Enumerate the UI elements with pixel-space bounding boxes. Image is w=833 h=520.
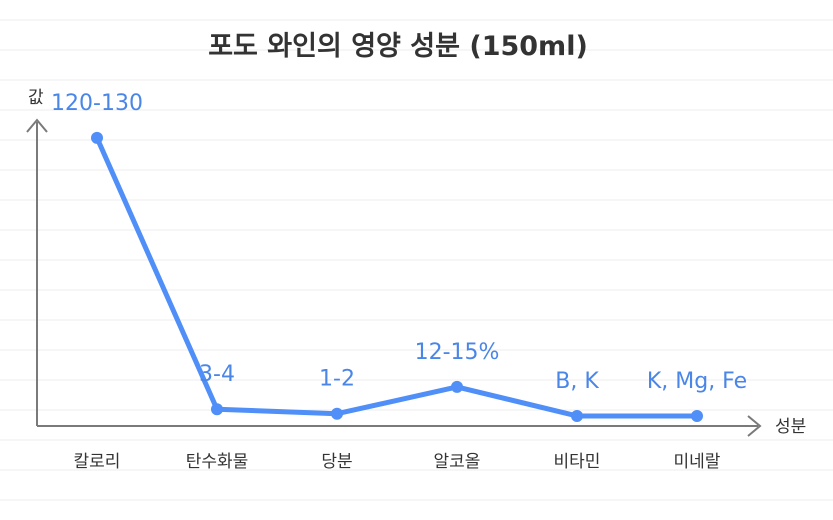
grid-lines: [0, 19, 833, 501]
data-point: [91, 131, 103, 144]
y-axis-label: 값: [28, 88, 44, 108]
data-point: [211, 403, 223, 416]
data-label: K, Mg, Fe: [647, 369, 747, 394]
x-tick-label: 칼로리: [74, 452, 121, 472]
x-tick-label: 당분: [321, 452, 352, 472]
data-point: [691, 409, 703, 422]
x-tick-label: 탄수화물: [186, 452, 249, 472]
x-axis-label: 성분: [775, 417, 806, 437]
x-axis-arrow-icon: [747, 415, 762, 437]
data-label: 12-15%: [415, 340, 500, 365]
y-axis: [26, 118, 48, 426]
x-axis: [37, 415, 762, 437]
data-label: 3-4: [199, 362, 235, 387]
y-axis-arrow-icon: [26, 118, 48, 133]
data-point: [331, 407, 343, 420]
data-labels: 120-130 3-4 1-2 12-15% B, K K, Mg, Fe: [51, 91, 747, 394]
chart-title: 포도 와인의 영양 성분 (150ml): [208, 31, 588, 62]
data-point: [571, 409, 583, 422]
x-tick-label: 알코올: [434, 452, 481, 472]
series-line: [94, 135, 700, 419]
x-tick-labels: 칼로리 탄수화물 당분 알코올 비타민 미네랄: [74, 452, 721, 472]
data-points: [91, 131, 703, 422]
x-tick-label: 미네랄: [674, 452, 721, 472]
data-label: 1-2: [319, 367, 355, 392]
data-label: 120-130: [51, 91, 143, 116]
x-tick-label: 비타민: [554, 452, 601, 472]
data-point: [451, 380, 463, 393]
data-label: B, K: [555, 369, 599, 394]
